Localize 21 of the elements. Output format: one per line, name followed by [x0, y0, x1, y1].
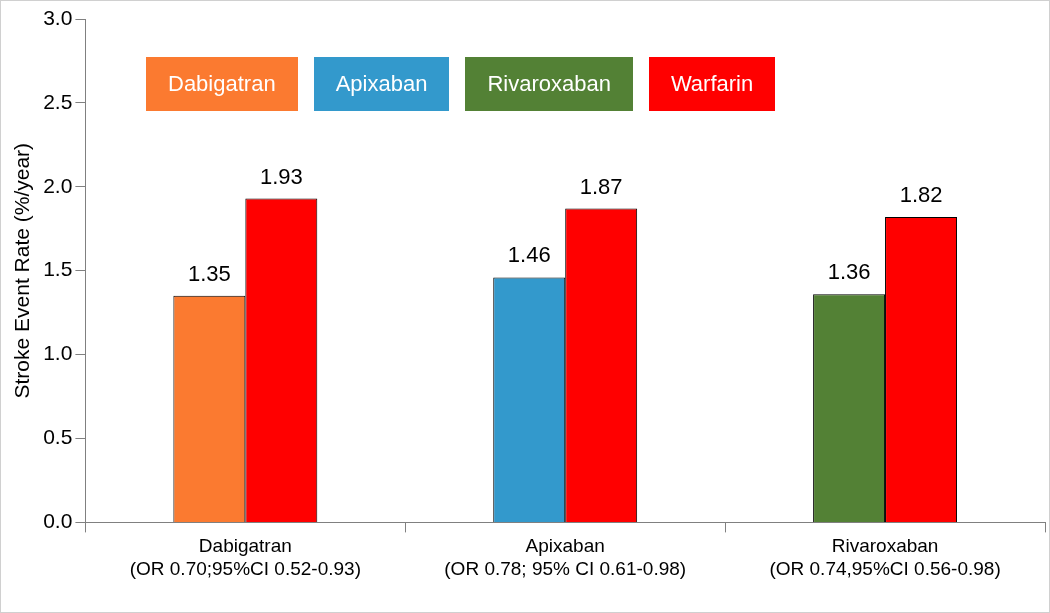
y-tick-label: 1.0	[43, 341, 73, 365]
text: Rivaroxaban	[465, 57, 633, 111]
y-axis-title: Stroke Event Rate (%/year)	[10, 142, 34, 399]
y-tick-label: 1.5	[43, 257, 73, 281]
y-tick-label: 0.5	[43, 425, 73, 449]
data-label: 1.93	[259, 163, 303, 189]
y-tick-label: 2.0	[43, 173, 73, 197]
data-label: 1.87	[579, 173, 623, 199]
y-tick-label: 0.0	[43, 509, 73, 533]
text: Dabigatran	[146, 57, 298, 111]
data-label: 1.36	[827, 259, 871, 285]
data-label: 1.35	[187, 260, 231, 286]
text: Apixaban	[313, 57, 450, 111]
y-tick-label: 2.5	[43, 89, 73, 113]
x-tick-label: Rivaroxaban (OR 0.74,95%CI 0.56-0.98)	[769, 535, 1001, 579]
text: Warfarin	[648, 57, 776, 111]
x-tick-label: Apixaban (OR 0.78; 95% CI 0.61-0.98)	[444, 535, 687, 579]
y-tick-label: 3.0	[43, 5, 73, 29]
x-tick-label: Dabigatran (OR 0.70;95%CI 0.52-0.93)	[129, 535, 361, 579]
data-label: 1.46	[507, 242, 551, 268]
data-label: 1.82	[899, 182, 943, 208]
